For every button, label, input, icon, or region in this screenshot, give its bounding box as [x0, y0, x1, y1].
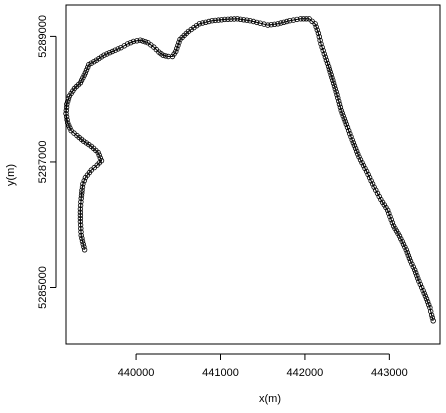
y-axis-title: y(m): [5, 164, 17, 186]
plot-frame: [66, 5, 440, 344]
x-axis-title: x(m): [259, 393, 281, 405]
y-tick-label: 5287000: [37, 141, 49, 184]
x-axis: 440000 441000 442000 443000: [118, 354, 408, 379]
series-line: [66, 19, 433, 321]
y-tick-label: 5285000: [37, 266, 49, 309]
x-tick-label: 441000: [202, 367, 239, 379]
x-tick-label: 440000: [118, 367, 155, 379]
y-tick-label: 5289000: [37, 15, 49, 58]
y-axis: 5285000 5287000 5289000: [37, 15, 56, 309]
data-series: [64, 17, 436, 324]
x-tick-label: 443000: [371, 367, 408, 379]
x-tick-label: 442000: [287, 367, 324, 379]
